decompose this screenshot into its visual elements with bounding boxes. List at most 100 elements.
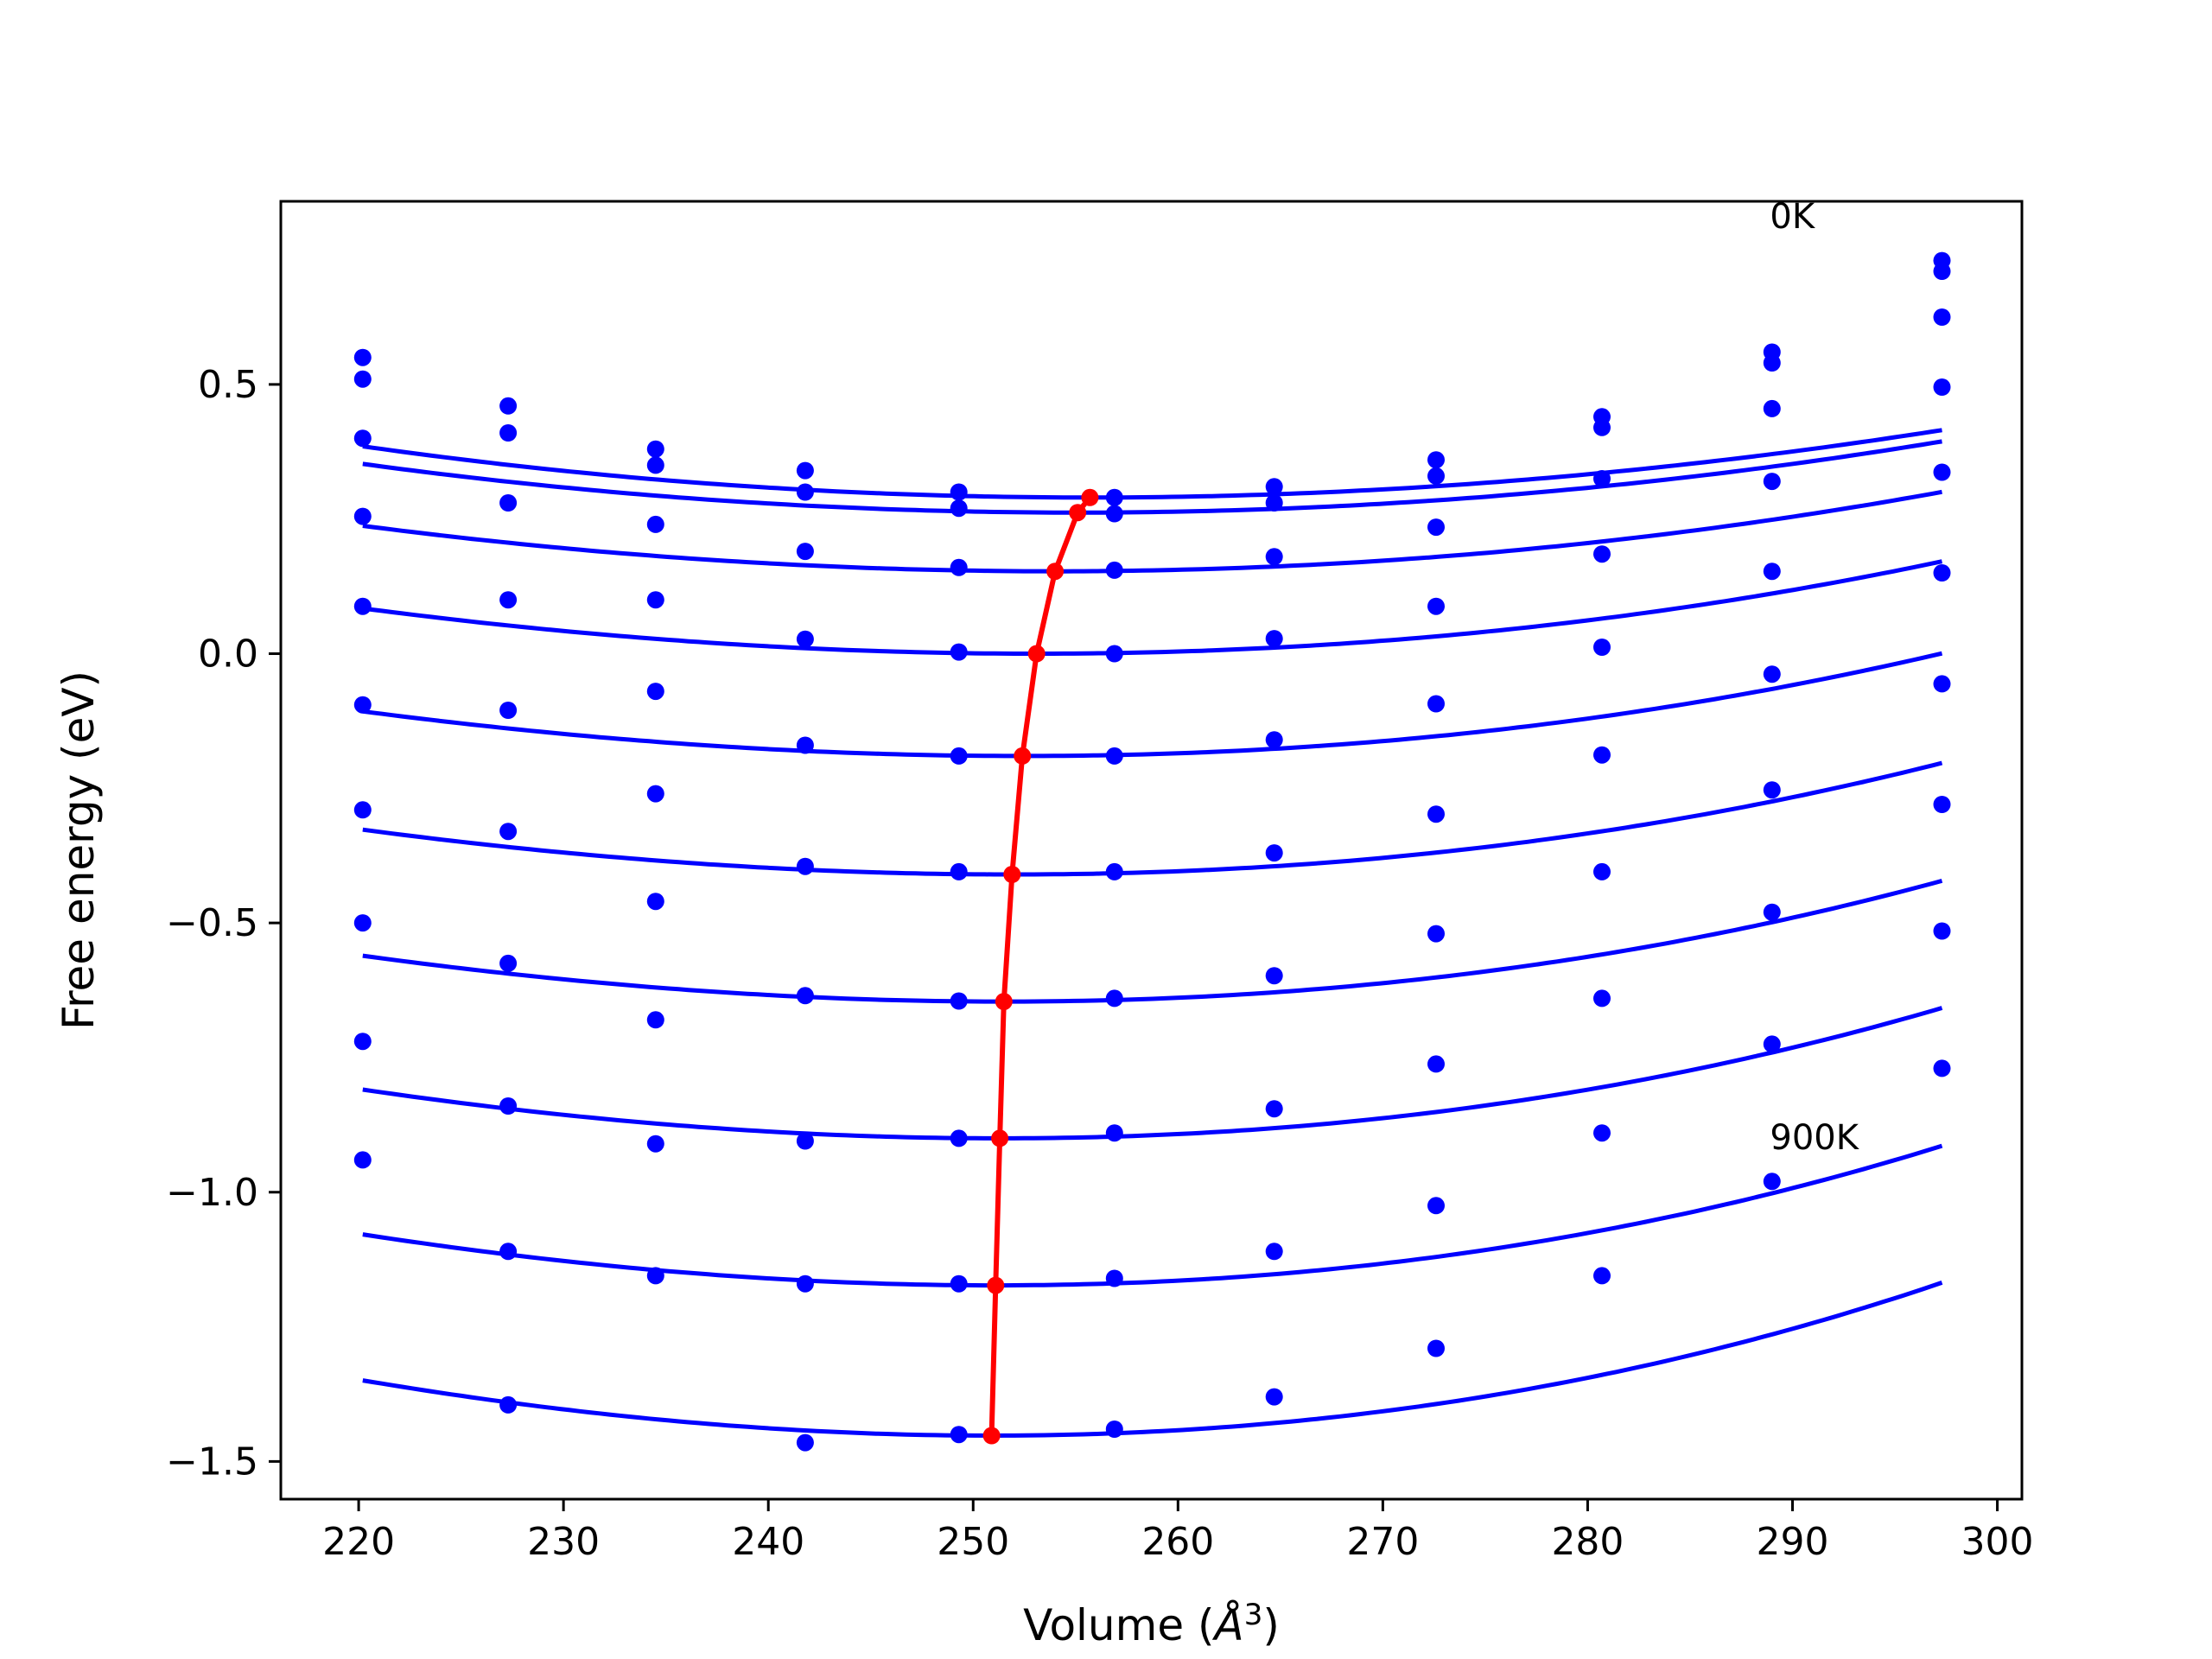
y-tick-label: −1.5: [166, 1440, 258, 1484]
data-point-s6-5: [1105, 989, 1123, 1007]
data-point-s4-8: [1593, 639, 1611, 656]
data-point-s4-0: [353, 597, 372, 615]
data-point-s9-10: [1933, 1059, 1951, 1077]
data-point-s5-5: [1105, 862, 1123, 880]
data-point-s9-6: [1265, 1388, 1283, 1406]
data-point-s8-7: [1427, 1197, 1445, 1215]
data-point-s1-2: [646, 456, 664, 474]
data-point-s1-5: [1105, 505, 1123, 523]
data-point-s4-4: [950, 747, 968, 765]
fit-curve-2: [362, 489, 1942, 574]
data-point-s0-5: [1105, 488, 1123, 506]
data-point-s6-9: [1763, 781, 1781, 799]
data-point-s6-2: [646, 893, 664, 911]
data-point-s6-3: [796, 987, 814, 1005]
data-point-s8-5: [1105, 1269, 1123, 1287]
data-point-s5-6: [1265, 844, 1283, 862]
data-point-s6-8: [1593, 862, 1611, 880]
data-point-s9-9: [1763, 1173, 1781, 1191]
x-tick-label: 270: [1346, 1520, 1419, 1564]
data-point-s3-8: [1593, 545, 1611, 563]
data-point-s2-8: [1593, 470, 1611, 487]
data-point-s8-9: [1763, 1035, 1781, 1053]
data-point-s8-3: [796, 1274, 814, 1293]
data-point-s0-4: [950, 483, 968, 501]
minima-point-5: [1003, 866, 1021, 883]
annotations: 0K 900K: [1770, 197, 1859, 1158]
x-tick-label: 250: [937, 1520, 1009, 1564]
data-point-s7-2: [646, 1011, 664, 1029]
data-point-s5-3: [796, 857, 814, 875]
data-point-s8-6: [1265, 1243, 1283, 1261]
data-point-s7-9: [1763, 903, 1781, 921]
data-point-s4-7: [1427, 695, 1445, 713]
data-point-s0-3: [796, 461, 814, 480]
data-point-s8-8: [1593, 1124, 1611, 1142]
fit-curve-0: [362, 428, 1942, 500]
data-point-s0-0: [353, 348, 372, 366]
data-point-s2-3: [796, 543, 814, 561]
data-point-s4-9: [1763, 563, 1781, 581]
data-point-s6-10: [1933, 675, 1951, 693]
minima-point-9: [982, 1427, 1001, 1445]
data-point-s8-2: [646, 1135, 664, 1153]
minima-point-3: [1027, 645, 1046, 663]
data-point-s1-7: [1427, 467, 1445, 485]
data-point-s2-7: [1427, 518, 1445, 537]
data-point-s3-6: [1265, 630, 1283, 648]
data-point-s6-1: [499, 954, 518, 972]
data-point-s5-2: [646, 785, 664, 803]
fit-curve-1: [362, 439, 1942, 515]
data-point-s1-8: [1593, 418, 1611, 436]
data-point-s3-3: [796, 630, 814, 648]
data-point-s3-5: [1105, 645, 1123, 663]
data-point-s7-6: [1265, 1100, 1283, 1118]
data-point-s3-10: [1933, 378, 1951, 396]
fit-curve-4: [362, 651, 1943, 759]
data-point-s1-0: [353, 370, 372, 388]
y-tick-label: 0.0: [198, 632, 258, 677]
y-tick-label: −1.0: [166, 1171, 258, 1215]
data-point-s8-10: [1933, 922, 1951, 940]
data-point-s1-4: [950, 499, 968, 518]
data-point-s9-3: [796, 1433, 814, 1452]
data-point-s6-4: [950, 992, 968, 1010]
data-point-s1-1: [499, 424, 518, 442]
data-point-s9-4: [950, 1426, 968, 1444]
data-point-s5-7: [1427, 805, 1445, 823]
data-point-s9-7: [1427, 1339, 1445, 1357]
data-point-s6-7: [1427, 925, 1445, 943]
fit-curve-9: [362, 1281, 1943, 1439]
x-tick-label: 230: [527, 1520, 600, 1564]
x-tick-label: 300: [1961, 1520, 2034, 1564]
data-point-s3-1: [499, 591, 518, 609]
data-point-s4-5: [1105, 747, 1123, 765]
data-point-s2-10: [1933, 308, 1951, 326]
data-point-s9-8: [1593, 1267, 1611, 1285]
fit-curve-7: [362, 1006, 1943, 1141]
minima-point-7: [991, 1129, 1009, 1147]
data-point-s5-9: [1763, 665, 1781, 683]
plot-frame: [279, 200, 2024, 1501]
data-point-s2-9: [1763, 399, 1781, 417]
minima-point-6: [995, 993, 1013, 1011]
data-point-s9-5: [1105, 1421, 1123, 1438]
data-point-s2-6: [1265, 548, 1283, 566]
fit-curve-3: [362, 559, 1943, 656]
data-point-s3-7: [1427, 597, 1445, 615]
data-point-s1-3: [796, 483, 814, 501]
x-tick-label: 220: [322, 1520, 395, 1564]
data-point-s7-5: [1105, 1124, 1123, 1142]
plot-layer: [353, 251, 1951, 1452]
data-point-s9-2: [646, 1267, 664, 1285]
data-point-s5-1: [499, 823, 518, 841]
y-tick-label: −0.5: [166, 901, 258, 945]
data-point-s3-4: [950, 643, 968, 661]
data-point-s1-6: [1265, 494, 1283, 512]
minima-point-4: [1014, 747, 1032, 765]
minima-line: [988, 495, 1092, 1436]
x-tick-label: 240: [732, 1520, 804, 1564]
axis-ticks: [269, 383, 1999, 1511]
data-point-s2-4: [950, 558, 968, 576]
